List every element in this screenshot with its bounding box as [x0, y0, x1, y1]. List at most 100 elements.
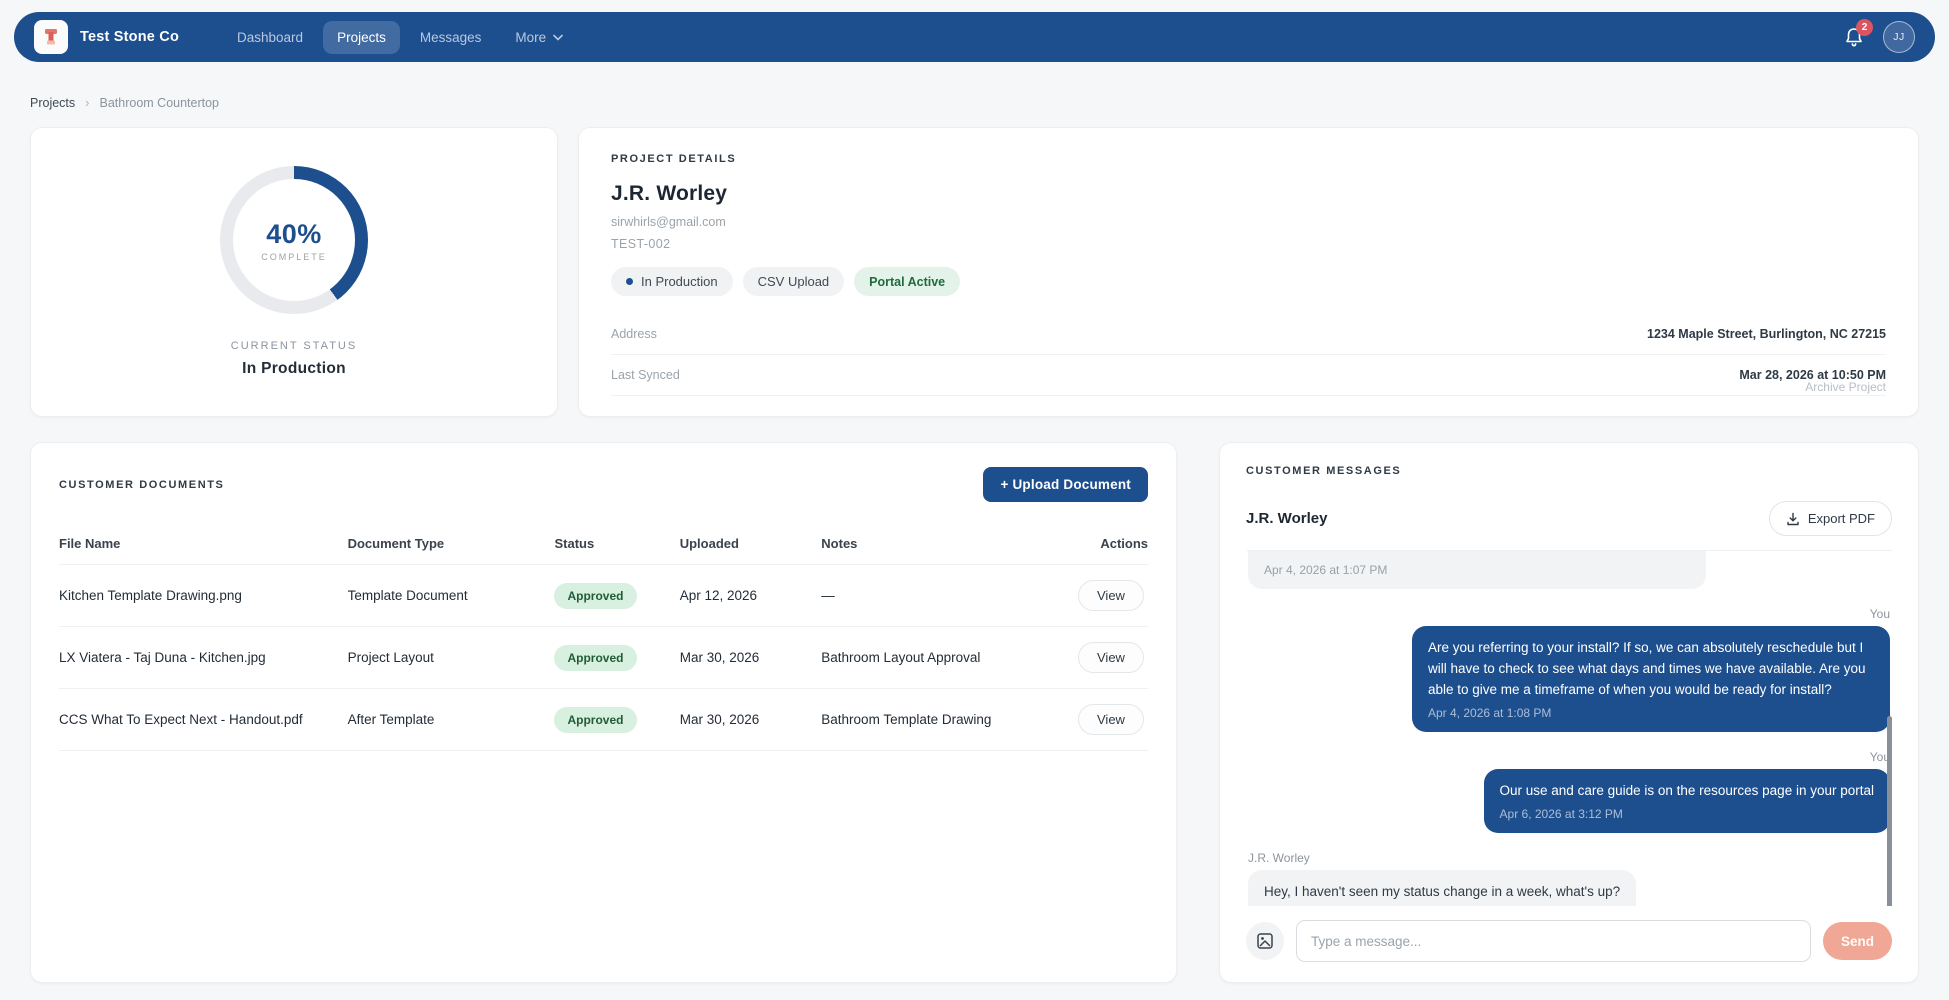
navbar: Test Stone Co Dashboard Projects Message… [14, 12, 1935, 62]
last-synced-row: Last Synced Mar 28, 2026 at 10:50 PM [611, 355, 1886, 396]
badge-csv-upload: CSV Upload [742, 267, 845, 296]
project-details-card: PROJECT DETAILS J.R. Worley sirwhirls@gm… [578, 127, 1919, 417]
approved-badge: Approved [554, 706, 637, 733]
breadcrumb-chevron-icon: › [85, 95, 90, 110]
chat-bubble: Our use and care guide is on the resourc… [1483, 768, 1890, 833]
table-row: CCS What To Expect Next - Handout.pdf Af… [59, 689, 1148, 751]
documents-table-header: File Name Document Type Status Uploaded … [59, 526, 1148, 565]
chat-author-label: J.R. Worley [1248, 850, 1310, 865]
image-attach-icon [1257, 933, 1273, 949]
project-details-heading: PROJECT DETAILS [611, 153, 737, 165]
badge-portal-active: Portal Active [854, 267, 961, 296]
chat-bubble: Are you referring to your install? If so… [1412, 625, 1890, 732]
col-file-name: File Name [59, 536, 121, 551]
address-value: 1234 Maple Street, Burlington, NC 27215 [1647, 327, 1886, 341]
chevron-down-icon [553, 34, 563, 41]
brand[interactable]: Test Stone Co [34, 20, 179, 54]
doc-type: Template Document [347, 588, 468, 603]
brand-name: Test Stone Co [80, 29, 180, 45]
notification-badge: 2 [1856, 18, 1873, 36]
current-status-value: In Production [242, 360, 346, 377]
chat-author-label: You [1869, 606, 1890, 621]
stone-tool-logo-icon [34, 20, 68, 54]
project-badges: In Production CSV Upload Portal Active [611, 267, 1886, 296]
doc-file-name: CCS What To Expect Next - Handout.pdf [59, 712, 303, 727]
chat-timestamp: Apr 4, 2026 at 1:08 PM [1428, 705, 1552, 720]
nav-item-projects[interactable]: Projects [323, 20, 400, 54]
last-synced-label: Last Synced [611, 368, 680, 382]
doc-notes: — [821, 588, 835, 603]
progress-ring-center: 40% COMPLETE [233, 179, 355, 301]
view-document-button[interactable]: View [1078, 580, 1144, 611]
export-pdf-button[interactable]: Export PDF [1768, 501, 1892, 536]
breadcrumb: Projects › Bathroom Countertop [30, 95, 1919, 110]
breadcrumb-current: Bathroom Countertop [99, 95, 220, 110]
nav-item-dashboard[interactable]: Dashboard [237, 29, 304, 45]
documents-table: File Name Document Type Status Uploaded … [59, 526, 1148, 751]
doc-uploaded: Mar 30, 2026 [679, 712, 760, 727]
customer-documents-heading: CUSTOMER DOCUMENTS [59, 478, 225, 491]
progress-percent-label: COMPLETE [261, 251, 327, 262]
chat-message-incoming: J.R. Worley Hey, I haven't seen my statu… [1248, 851, 1890, 906]
doc-notes: Bathroom Layout Approval [821, 650, 981, 665]
table-row: Kitchen Template Drawing.png Template Do… [59, 565, 1148, 627]
customer-name: J.R. Worley [611, 182, 728, 205]
col-status: Status [554, 536, 595, 551]
notifications-button[interactable]: 2 [1843, 18, 1873, 49]
chat-bubble: Hey, I haven't seen my status change in … [1248, 869, 1637, 906]
approved-badge: Approved [554, 644, 637, 671]
chat-text: Hey, I haven't seen my status change in … [1264, 883, 1621, 899]
upload-document-button[interactable]: + Upload Document [983, 467, 1148, 502]
doc-file-name: Kitchen Template Drawing.png [59, 588, 242, 603]
chat-message-outgoing: You Our use and care guide is on the res… [1248, 750, 1890, 833]
nav-item-more[interactable]: More [501, 21, 577, 54]
col-uploaded: Uploaded [679, 536, 739, 551]
col-document-type: Document Type [347, 536, 445, 551]
col-actions: Actions [1100, 536, 1148, 551]
chat-timestamp: Apr 6, 2026 at 3:12 PM [1499, 806, 1623, 821]
status-badge-in-production: In Production [611, 267, 733, 296]
chat-customer-name: J.R. Worley [1246, 510, 1328, 527]
doc-type: After Template [347, 712, 435, 727]
send-button[interactable]: Send [1822, 922, 1892, 960]
chat-author-label: You [1869, 749, 1890, 764]
navbar-right: 2 JJ [1843, 18, 1915, 53]
last-synced-value: Mar 28, 2026 at 10:50 PM [1739, 368, 1886, 382]
nav-item-messages[interactable]: Messages [419, 29, 482, 45]
status-dot [626, 278, 633, 285]
view-document-button[interactable]: View [1078, 704, 1144, 735]
chat-scrollbar[interactable] [1887, 716, 1892, 906]
chat-thread[interactable]: reschedule? Apr 4, 2026 at 1:07 PM You A… [1246, 550, 1892, 906]
project-code: TEST-002 [611, 237, 671, 251]
chat-bubble: reschedule? Apr 4, 2026 at 1:07 PM [1248, 551, 1706, 589]
col-notes: Notes [821, 536, 858, 551]
export-pdf-label: Export PDF [1807, 511, 1875, 526]
chat-text: Are you referring to your install? If so… [1428, 639, 1866, 697]
nav-links: Dashboard Projects Messages More [223, 20, 577, 54]
doc-file-name: LX Viatera - Taj Duna - Kitchen.jpg [59, 650, 266, 665]
chat-text: reschedule? [1264, 551, 1690, 558]
doc-type: Project Layout [347, 650, 434, 665]
chat-text: Our use and care guide is on the resourc… [1499, 782, 1874, 798]
customer-email: sirwhirls@gmail.com [611, 215, 726, 229]
chat-message-incoming: reschedule? Apr 4, 2026 at 1:07 PM [1248, 551, 1890, 589]
avatar[interactable]: JJ [1883, 21, 1915, 53]
attach-image-button[interactable] [1246, 922, 1284, 960]
detail-rows: Address 1234 Maple Street, Burlington, N… [611, 314, 1886, 396]
progress-card: 40% COMPLETE CURRENT STATUS In Productio… [30, 127, 558, 417]
message-input[interactable] [1296, 920, 1811, 962]
chat-timestamp: Apr 4, 2026 at 1:07 PM [1264, 562, 1388, 577]
message-composer: Send [1246, 920, 1892, 962]
archive-project-link[interactable]: Archive Project [1805, 380, 1886, 394]
status-badge-label: In Production [641, 274, 718, 289]
view-document-button[interactable]: View [1078, 642, 1144, 673]
breadcrumb-projects-link[interactable]: Projects [30, 95, 76, 110]
approved-badge: Approved [554, 582, 637, 609]
current-status-label: CURRENT STATUS [230, 340, 358, 352]
customer-messages-card: CUSTOMER MESSAGES J.R. Worley Export PDF… [1219, 442, 1919, 983]
address-row: Address 1234 Maple Street, Burlington, N… [611, 314, 1886, 355]
table-row: LX Viatera - Taj Duna - Kitchen.jpg Proj… [59, 627, 1148, 689]
nav-more-label: More [515, 29, 547, 45]
customer-documents-card: CUSTOMER DOCUMENTS + Upload Document Fil… [30, 442, 1177, 983]
download-icon [1787, 512, 1799, 525]
